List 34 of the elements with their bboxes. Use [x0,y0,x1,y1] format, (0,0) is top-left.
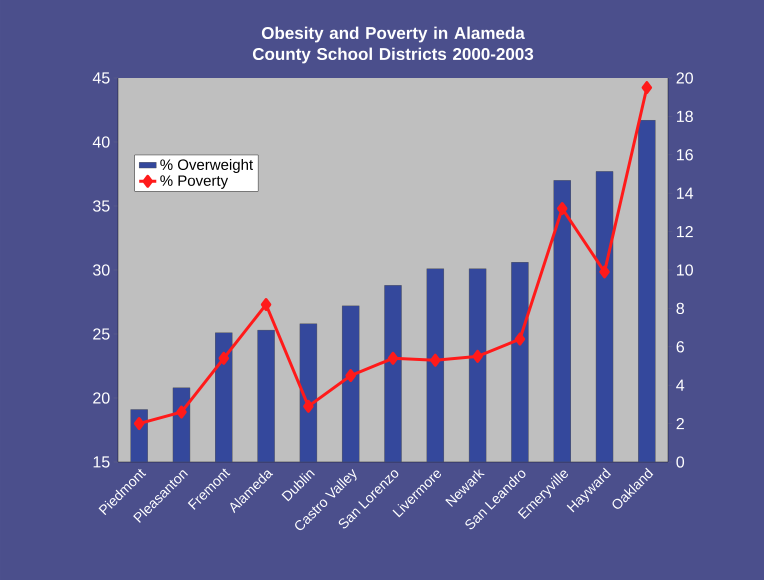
legend-label: % Poverty [160,175,228,189]
y2-tick-label: 0 [676,456,684,468]
point [642,81,652,94]
y-tick-label: 20 [93,392,110,404]
y2-tick-label: 12 [677,226,693,238]
y2-tick-label: 6 [676,341,684,352]
point [218,352,230,365]
chart-title: Obesity and Poverty in Alameda County School Districts 2000-2003 [252,26,534,64]
point [388,352,398,365]
y2-tick-label: 8 [676,302,684,314]
point [260,298,272,312]
y2-tick-label: 18 [677,110,693,122]
legend-label: % Overweight [160,158,254,173]
point [134,417,144,430]
point [514,332,526,346]
y2-tick-label: 4 [676,380,684,391]
y2-tick-label: 2 [676,418,684,430]
y2-tick-label: 20 [676,72,693,84]
y-tick-label: 40 [92,136,110,148]
point [472,350,483,363]
point [556,202,568,216]
y2-tick-label: 16 [677,149,693,160]
point [430,354,441,367]
y2-tick-label: 10 [677,264,693,276]
point [303,400,314,413]
y2-tick-label: 14 [677,188,694,199]
y-tick-label: 15 [94,456,110,468]
point [599,265,610,278]
point [345,369,356,382]
y-tick-label: 30 [93,264,110,276]
point [176,406,187,419]
y-tick-label: 45 [92,72,110,84]
y-tick-label: 35 [93,200,110,212]
y-tick-label: 25 [93,328,110,340]
